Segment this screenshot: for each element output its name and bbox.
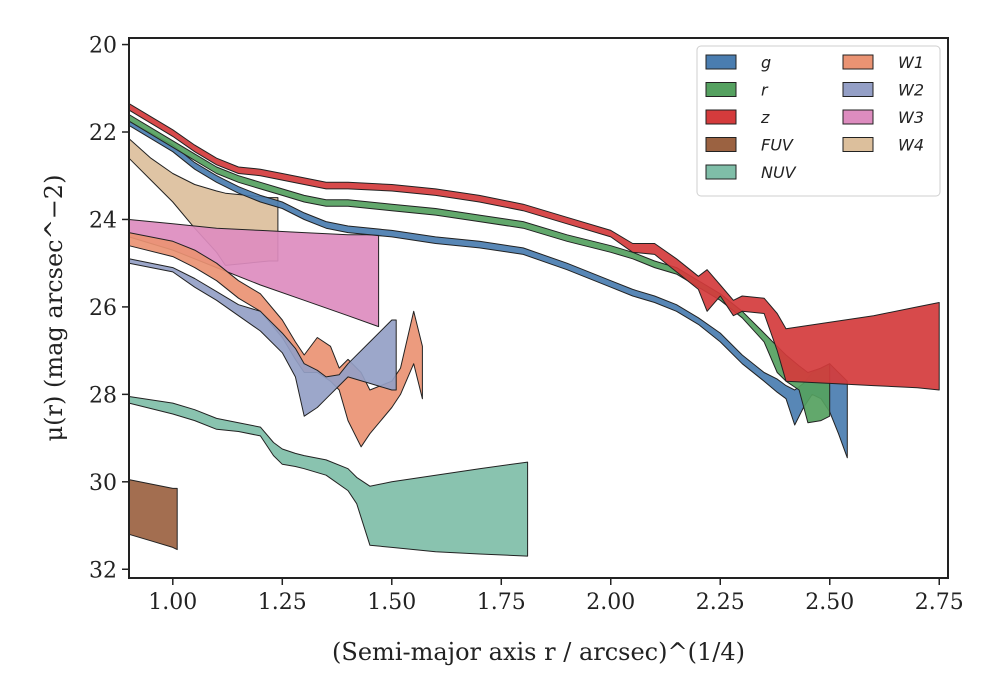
legend-swatch-w3 (842, 109, 874, 125)
y-tick-label: 28 (89, 383, 117, 408)
legend-label-nuv: NUV (761, 163, 797, 182)
legend-label-fuv: FUV (761, 136, 794, 155)
legend-swatch-w4 (842, 137, 874, 152)
legend-swatch-w1 (842, 54, 874, 70)
y-tick-label: 26 (89, 296, 117, 321)
legend-label-w2: W2 (898, 81, 924, 100)
band-z (128, 103, 940, 391)
legend-swatch-r (705, 82, 737, 97)
y-tick-label: 24 (89, 208, 117, 233)
legend-label-z: z (760, 108, 770, 127)
y-tick-label: 20 (89, 34, 117, 59)
y-axis-label: μ(r) (mag arcsec^−2) (40, 175, 68, 442)
legend-label-g: g (761, 53, 771, 72)
y-tick-label: 22 (89, 121, 117, 146)
band-r (128, 114, 831, 424)
legend-swatch-nuv (705, 164, 737, 180)
bands-layer (128, 103, 940, 557)
y-axis: 20 22 24 26 28 30 32 (89, 34, 129, 583)
x-tick-label: 2.50 (805, 590, 854, 615)
x-tick-label: 1.50 (367, 590, 416, 615)
x-tick-label: 1.75 (477, 590, 526, 615)
band-nuv (128, 396, 529, 557)
band-fuv (128, 479, 178, 551)
plot-frame (128, 37, 949, 579)
legend-swatch-w2 (842, 82, 874, 97)
band-g (128, 120, 848, 459)
legend: grz FUV NUV W1 W2 W3 W4 (696, 45, 941, 197)
legend-label-w3: W3 (898, 108, 924, 127)
x-axis: 1.00 1.25 1.50 1.75 2.00 2.25 2.50 2.75 (148, 578, 964, 615)
x-tick-label: 1.00 (148, 590, 197, 615)
y-tick-label: 32 (89, 558, 117, 583)
x-tick-label: 1.25 (258, 590, 307, 615)
band-w2 (128, 258, 397, 417)
legend-label-w4: W4 (898, 136, 924, 155)
x-tick-label: 2.25 (696, 590, 745, 615)
x-tick-label: 2.75 (915, 590, 964, 615)
legend-label-r: r (761, 81, 769, 100)
x-tick-label: 2.00 (586, 590, 635, 615)
legend-swatch-fuv (705, 137, 737, 152)
x-axis-label: (Semi-major axis r / arcsec)^(1/4) (332, 638, 745, 666)
legend-swatch-g (705, 54, 737, 70)
legend-box (696, 45, 941, 197)
legend-label-w1: W1 (898, 53, 924, 72)
y-tick-label: 30 (89, 471, 117, 496)
legend-swatch-z (705, 109, 737, 125)
